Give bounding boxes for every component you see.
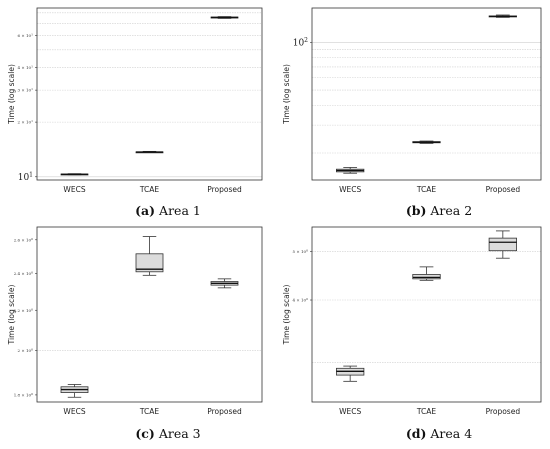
plot-frame [311,226,542,403]
y-tick-label-base: 10 [18,173,30,183]
y-tick-label-exponent: 1 [31,119,33,123]
panel-caption: (a) Area 1 [135,203,201,218]
y-tick-label-exponent: 0 [306,297,308,301]
panel-caption-letter: (a) [135,203,155,218]
y-axis-title: Time (log scale) [7,64,16,125]
x-category-label: Proposed [486,185,521,194]
y-tick-label-base: 2.6 × 10 [14,237,32,242]
y-tick-label-base: 10 [293,38,305,48]
y-tick-label-base: 5 × 10 [293,249,307,254]
x-category-label: TCAE [139,185,160,194]
y-axis-title: Time (log scale) [282,285,291,346]
chart-area-2: 102 Time (log scale) WECS TCAE Proposed (b) A… [282,7,542,218]
y-tick-label-exponent: 0 [31,271,33,275]
box-body [488,237,517,252]
panel-caption: (b) Area 2 [406,203,472,218]
y-tick-label: 5 × 100 [293,249,309,255]
y-tick-label: 2 × 101 [18,119,34,125]
panel-caption-text: Area 3 [155,426,201,441]
y-tick-label: 101 [18,171,33,183]
y-tick-label-base: 3 × 10 [18,88,32,93]
y-tick-label-base: 4 × 10 [293,298,307,303]
y-tick-label-exponent: 0 [306,249,308,253]
x-category-label: WECS [339,185,361,194]
y-tick-label: 2.4 × 100 [14,271,33,277]
panel-caption-text: Area 4 [426,426,472,441]
x-category-label: TCAE [139,407,160,416]
panel-caption-letter: (d) [406,426,427,441]
x-category-label: Proposed [207,407,242,416]
panel-caption-letter: (c) [135,426,154,441]
y-tick-label-base: 2.4 × 10 [14,271,32,276]
y-tick-label: 4 × 101 [18,64,34,70]
x-category-label: WECS [63,407,85,416]
y-tick-label-exponent: 0 [31,307,33,311]
y-tick-label-base: 6 × 10 [18,33,32,38]
panel-caption: (c) Area 3 [135,426,200,441]
y-tick-label: 3 × 101 [18,87,34,93]
y-tick-label-exponent: 1 [29,171,33,178]
y-tick-label: 1.8 × 100 [14,392,33,398]
x-category-label: Proposed [207,185,242,194]
panel-caption: (d) Area 4 [406,426,472,441]
y-tick-label-base: 4 × 10 [18,65,32,70]
y-tick-label-base: 2 × 10 [18,348,32,353]
y-tick-label-exponent: 1 [31,32,33,36]
x-category-label: WECS [339,407,361,416]
panel-caption-letter: (b) [406,203,427,218]
y-axis-title: Time (log scale) [7,285,16,346]
y-tick-label: 102 [293,37,308,49]
y-tick-label-exponent: 2 [304,37,308,44]
y-tick-label-exponent: 0 [31,347,33,351]
box-body [135,253,164,273]
y-axis-title: Time (log scale) [282,64,291,125]
y-tick-label: 2.2 × 100 [14,307,33,313]
y-tick-label: 2 × 100 [18,347,34,353]
x-category-label: TCAE [416,185,437,194]
y-tick-label: 4 × 100 [293,297,309,303]
plot-frame [36,7,263,181]
y-tick-label: 6 × 101 [18,32,34,38]
box-body [412,274,441,280]
x-category-label: Proposed [486,407,521,416]
y-tick-label-exponent: 1 [31,64,33,68]
plot-frame [311,7,542,181]
panel-caption-text: Area 1 [155,203,201,218]
x-category-label: WECS [63,185,85,194]
plot-frame [36,226,263,403]
x-category-label: TCAE [416,407,437,416]
y-tick-label-exponent: 0 [31,237,33,241]
y-tick-label-base: 2 × 10 [18,120,32,125]
y-tick-label-base: 1.8 × 10 [14,392,32,397]
y-tick-label: 2.6 × 100 [14,237,33,243]
y-tick-label-base: 2.2 × 10 [14,308,32,313]
y-tick-label-exponent: 0 [31,392,33,396]
y-tick-label-exponent: 1 [31,87,33,91]
panel-caption-text: Area 2 [426,203,472,218]
